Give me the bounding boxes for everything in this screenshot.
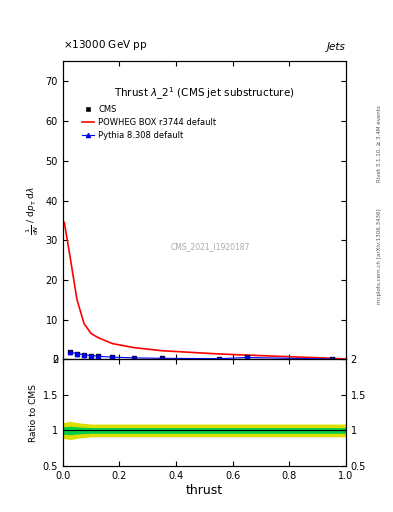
Y-axis label: $\frac{1}{\mathrm{d}N}$ / $\mathrm{d}p_\mathrm{T}$ $\mathrm{d}\lambda$: $\frac{1}{\mathrm{d}N}$ / $\mathrm{d}p_\… bbox=[25, 186, 42, 235]
Legend: CMS, POWHEG BOX r3744 default, Pythia 8.308 default: CMS, POWHEG BOX r3744 default, Pythia 8.… bbox=[78, 101, 220, 143]
Text: mcplots.cern.ch [arXiv:1306.3436]: mcplots.cern.ch [arXiv:1306.3436] bbox=[377, 208, 382, 304]
X-axis label: thrust: thrust bbox=[186, 483, 223, 497]
Text: $\times$13000 GeV pp: $\times$13000 GeV pp bbox=[63, 38, 147, 53]
Text: Rivet 3.1.10, ≥ 3.4M events: Rivet 3.1.10, ≥ 3.4M events bbox=[377, 105, 382, 182]
Y-axis label: Ratio to CMS: Ratio to CMS bbox=[29, 384, 39, 442]
Text: CMS_2021_I1920187: CMS_2021_I1920187 bbox=[170, 242, 250, 251]
Text: Thrust $\lambda\_2^1$ (CMS jet substructure): Thrust $\lambda\_2^1$ (CMS jet substruct… bbox=[114, 86, 295, 102]
Text: Jets: Jets bbox=[327, 42, 346, 53]
